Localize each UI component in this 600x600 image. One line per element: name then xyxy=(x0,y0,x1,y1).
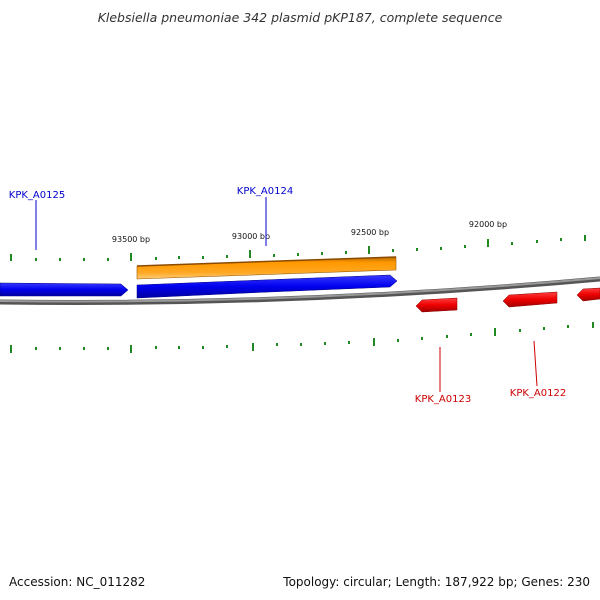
gene-KPK_A0124[interactable] xyxy=(136,274,398,299)
scale-label-93000: 93000 bp xyxy=(232,232,270,241)
outer-scale-ticks xyxy=(10,235,586,261)
scale-label-92500: 92500 bp xyxy=(351,228,389,237)
orf-feature[interactable] xyxy=(136,256,397,280)
gene-partial-right[interactable] xyxy=(576,287,600,302)
forward-gene-track xyxy=(0,274,398,299)
gene-label-KPK_A0124[interactable]: KPK_A0124 xyxy=(237,186,293,197)
topology-summary-text: Topology: circular; Length: 187,922 bp; … xyxy=(282,575,590,589)
gene-label-KPK_A0125[interactable]: KPK_A0125 xyxy=(9,190,65,201)
gene-callouts xyxy=(35,197,538,392)
inner-scale-ticks xyxy=(10,322,594,353)
gene-label-KPK_A0123[interactable]: KPK_A0123 xyxy=(415,394,471,405)
gene-KPK_A0122[interactable] xyxy=(502,291,558,308)
gene-KPK_A0123[interactable] xyxy=(415,297,458,313)
orf-track xyxy=(136,256,397,280)
accession-text: Accession: NC_011282 xyxy=(9,575,145,589)
reverse-gene-track xyxy=(415,287,600,313)
map-title: Klebsiella pneumoniae 342 plasmid pKP187… xyxy=(98,10,503,25)
gene-KPK_A0125[interactable] xyxy=(0,282,129,297)
gene-label-KPK_A0122[interactable]: KPK_A0122 xyxy=(510,388,566,399)
scale-label-92000: 92000 bp xyxy=(469,220,507,229)
scale-label-93500: 93500 bp xyxy=(112,235,150,244)
plasmid-backbone xyxy=(0,276,600,306)
